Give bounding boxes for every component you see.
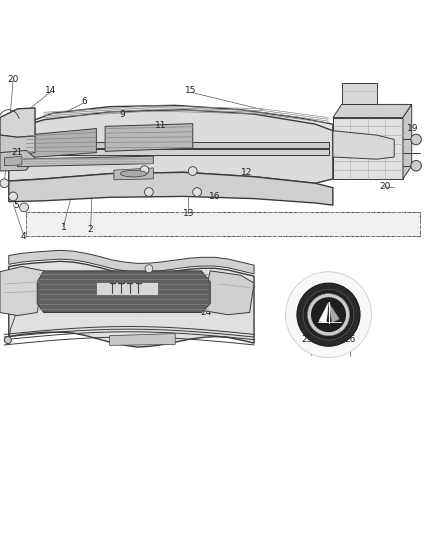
Polygon shape <box>9 110 333 183</box>
Text: 21: 21 <box>11 148 22 157</box>
Text: 1: 1 <box>60 223 67 232</box>
Polygon shape <box>9 172 333 205</box>
Polygon shape <box>328 302 339 322</box>
Polygon shape <box>44 149 328 155</box>
Polygon shape <box>333 118 403 179</box>
Circle shape <box>307 294 350 336</box>
Polygon shape <box>201 271 254 314</box>
Polygon shape <box>88 114 320 130</box>
Ellipse shape <box>120 171 147 177</box>
Circle shape <box>145 265 153 273</box>
Circle shape <box>188 167 197 175</box>
Polygon shape <box>342 83 377 104</box>
Circle shape <box>297 283 360 346</box>
Text: 11: 11 <box>155 121 167 130</box>
Circle shape <box>303 289 354 340</box>
Text: 12: 12 <box>240 168 252 177</box>
Circle shape <box>193 188 201 197</box>
Text: 5: 5 <box>14 201 20 210</box>
Text: 14: 14 <box>45 86 56 95</box>
Polygon shape <box>26 212 420 236</box>
Polygon shape <box>18 156 153 167</box>
Text: 6: 6 <box>81 98 87 106</box>
Polygon shape <box>105 124 193 151</box>
Text: 25: 25 <box>301 335 312 344</box>
Polygon shape <box>319 302 328 322</box>
Polygon shape <box>0 108 35 138</box>
Polygon shape <box>9 251 254 274</box>
Polygon shape <box>403 104 412 179</box>
Circle shape <box>145 188 153 197</box>
Circle shape <box>0 179 9 188</box>
Polygon shape <box>0 150 35 171</box>
Polygon shape <box>333 131 394 159</box>
Polygon shape <box>110 334 175 345</box>
Polygon shape <box>96 282 158 295</box>
Polygon shape <box>18 106 333 138</box>
Polygon shape <box>9 261 254 347</box>
Text: 9: 9 <box>119 110 125 118</box>
Circle shape <box>311 297 346 332</box>
Circle shape <box>411 160 421 171</box>
Polygon shape <box>26 128 96 158</box>
Polygon shape <box>114 168 153 180</box>
Text: 17: 17 <box>98 290 110 299</box>
Text: 24: 24 <box>200 308 212 317</box>
Text: 13: 13 <box>183 209 194 219</box>
Text: 26: 26 <box>345 335 356 344</box>
Text: 20: 20 <box>379 182 391 191</box>
Circle shape <box>286 272 371 358</box>
Polygon shape <box>44 142 328 148</box>
Text: 4: 4 <box>21 232 26 241</box>
Polygon shape <box>4 156 22 166</box>
Circle shape <box>9 192 18 201</box>
Circle shape <box>4 336 11 344</box>
Polygon shape <box>0 266 44 316</box>
Text: 20: 20 <box>7 75 19 84</box>
Polygon shape <box>37 271 210 312</box>
Text: 2: 2 <box>88 225 93 234</box>
Text: 15: 15 <box>185 86 196 95</box>
Text: 19: 19 <box>407 125 418 133</box>
Circle shape <box>411 134 421 145</box>
Text: 22: 22 <box>135 306 147 315</box>
Polygon shape <box>79 111 333 132</box>
Polygon shape <box>0 135 35 155</box>
Circle shape <box>140 166 149 174</box>
Circle shape <box>20 203 28 212</box>
Text: 16: 16 <box>209 192 220 201</box>
Polygon shape <box>333 104 412 118</box>
